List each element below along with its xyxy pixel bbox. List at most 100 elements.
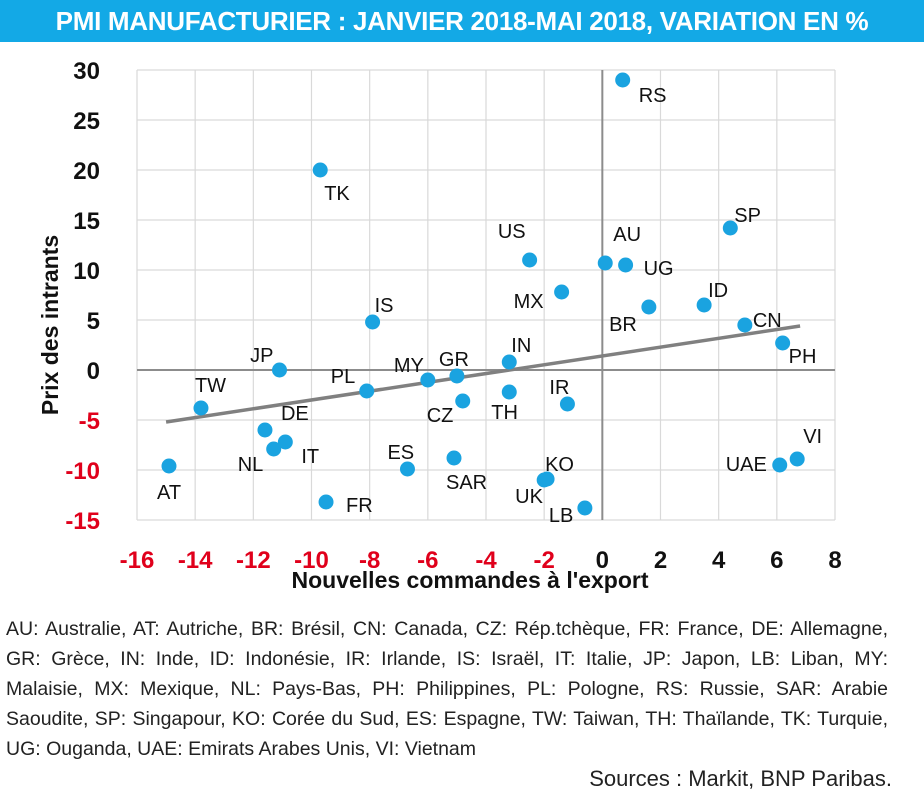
y-tick-label: -5 [79,408,100,435]
point-label-rs: RS [639,85,667,107]
x-axis-label: Nouvelles commandes à l'export [292,567,649,593]
data-point-jp [272,362,288,378]
data-point-uae [772,457,788,473]
data-point-tk [312,162,328,178]
x-tick-label: -14 [178,547,213,574]
data-point-fr [318,494,334,510]
x-tick-label: -6 [417,547,438,574]
point-label-cn: CN [753,310,782,332]
point-label-es: ES [387,442,414,464]
point-label-ko: KO [545,454,574,476]
data-point-id [696,297,712,313]
y-tick-label: 25 [73,108,100,135]
data-point-br [641,299,657,315]
x-tick-label: -10 [294,547,329,574]
data-point-pl [359,383,375,399]
data-point-ph [775,335,791,351]
data-point-lb [577,500,593,516]
point-label-tw: TW [195,375,226,397]
data-point-de [257,422,273,438]
data-point-gr [449,368,465,384]
point-label-in: IN [511,335,531,357]
point-label-id: ID [708,280,728,302]
point-label-it: IT [301,446,319,468]
data-point-rs [615,72,631,88]
y-tick-label: 20 [73,158,100,185]
data-point-nl [266,441,282,457]
y-tick-label: 0 [87,358,100,385]
y-tick-label: 30 [73,58,100,85]
point-label-au: AU [613,224,641,246]
data-point-tw [193,400,209,416]
point-label-my: MY [394,355,424,377]
data-point-cz [455,393,471,409]
y-tick-label: 10 [73,258,100,285]
x-tick-label: 4 [712,547,726,574]
data-point-sar [446,450,462,466]
point-label-sp: SP [734,205,761,227]
x-tick-label: 8 [828,547,841,574]
point-label-cz: CZ [427,405,454,427]
trend-line-group [165,324,801,424]
point-label-jp: JP [250,345,273,367]
data-point-in [501,354,517,370]
point-label-fr: FR [346,495,373,517]
data-point-is [365,314,381,330]
x-tick-label: 2 [654,547,667,574]
data-point-cn [737,317,753,333]
country-legend: AU: Australie, AT: Autriche, BR: Brésil,… [6,618,888,760]
data-point-es [399,461,415,477]
x-tick-label: -16 [120,547,155,574]
point-label-nl: NL [238,454,264,476]
y-tick-label: 15 [73,208,100,235]
point-label-at: AT [157,482,181,504]
data-point-sp [722,220,738,236]
point-label-ph: PH [789,346,817,368]
data-point-vi [789,451,805,467]
chart-title: PMI MANUFACTURIER : JANVIER 2018-MAI 201… [55,5,869,36]
trend-line [165,324,801,424]
point-label-br: BR [609,314,637,336]
x-tick-label: 0 [596,547,609,574]
data-points [161,72,805,516]
x-tick-label: -4 [475,547,497,574]
point-label-lb: LB [549,505,573,527]
point-label-ug: UG [644,258,674,280]
x-tick-label: -12 [236,547,271,574]
point-label-uae: UAE [726,454,767,476]
point-label-us: US [498,221,526,243]
point-label-tk: TK [324,183,350,205]
data-point-th [501,384,517,400]
x-tick-label: 6 [770,547,783,574]
axes [137,70,835,520]
point-label-is: IS [375,295,394,317]
data-point-my [420,372,436,388]
point-label-ir: IR [549,377,569,399]
y-axis-label: Prix des intrants [37,235,63,415]
point-label-mx: MX [514,291,544,313]
y-tick-label: -15 [65,508,100,535]
x-tick-label: -8 [359,547,380,574]
data-point-mx [554,284,570,300]
source-note: Sources : Markit, BNP Paribas. [589,766,892,791]
data-point-ir [559,396,575,412]
y-tick-label: -10 [65,458,100,485]
point-label-gr: GR [439,349,469,371]
data-point-at [161,458,177,474]
data-point-it [277,434,293,450]
point-label-vi: VI [803,426,822,448]
grid-lines [136,69,836,521]
point-label-th: TH [491,402,518,424]
point-label-de: DE [281,403,309,425]
data-point-us [522,252,538,268]
point-label-sar: SAR [446,472,487,494]
data-point-uk [536,472,552,488]
point-label-pl: PL [331,366,355,388]
data-point-au [597,255,613,271]
x-tick-label: -2 [533,547,554,574]
y-tick-label: 5 [87,308,100,335]
title-bar: PMI MANUFACTURIER : JANVIER 2018-MAI 201… [0,0,924,42]
